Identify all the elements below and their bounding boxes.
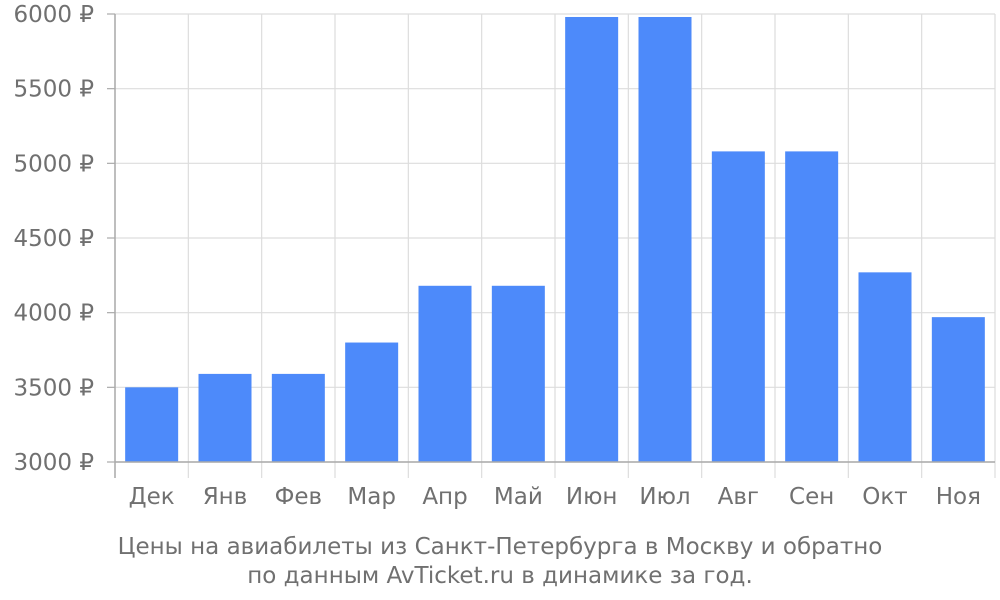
tick-labels: 3000 ₽ 3500 ₽ 4000 ₽ 4500 ₽ 5000 ₽ 5500 ₽ 6000… [14,2,981,510]
axes [107,13,996,478]
bars [125,16,985,463]
x-tick-label: Янв [203,484,248,510]
x-tick-label: Окт [862,484,907,510]
x-tick-label: Май [494,484,543,510]
x-tick-label: Сен [789,484,834,510]
y-tick-label: 6000 ₽ [14,2,94,28]
bar-5 [418,285,472,462]
x-tick-label: Июн [566,484,618,510]
x-tick-label: Апр [422,484,467,510]
y-tick-label: 4500 ₽ [14,226,94,252]
chart-caption-line-2: по данным AvTicket.ru в динамике за год. [247,563,753,589]
x-tick-label: Фев [275,484,323,510]
y-tick-label: 5000 ₽ [14,151,94,177]
bar-10 [785,151,839,463]
x-tick-label: Мар [347,484,396,510]
x-tick-label: Ноя [936,484,981,510]
bar-1 [125,387,179,462]
bar-4 [345,342,399,462]
bar-9 [711,151,765,463]
bar-3 [271,373,325,462]
y-tick-label: 5500 ₽ [14,77,94,103]
bar-8 [638,16,692,463]
bar-2 [198,373,252,462]
x-tick-label: Авг [718,484,759,510]
y-tick-label: 3500 ₽ [14,375,94,401]
bar-7 [565,16,619,463]
grid [114,13,996,463]
y-tick-label: 3000 ₽ [14,450,94,476]
bar-11 [858,272,912,462]
x-tick-label: Дек [129,484,175,510]
chart-caption-line-1: Цены на авиабилеты из Санкт-Петербурга в… [117,534,883,560]
bar-6 [491,285,545,462]
x-tick-label: Июл [639,484,690,510]
y-tick-label: 4000 ₽ [14,301,94,327]
bar-12 [931,317,985,462]
